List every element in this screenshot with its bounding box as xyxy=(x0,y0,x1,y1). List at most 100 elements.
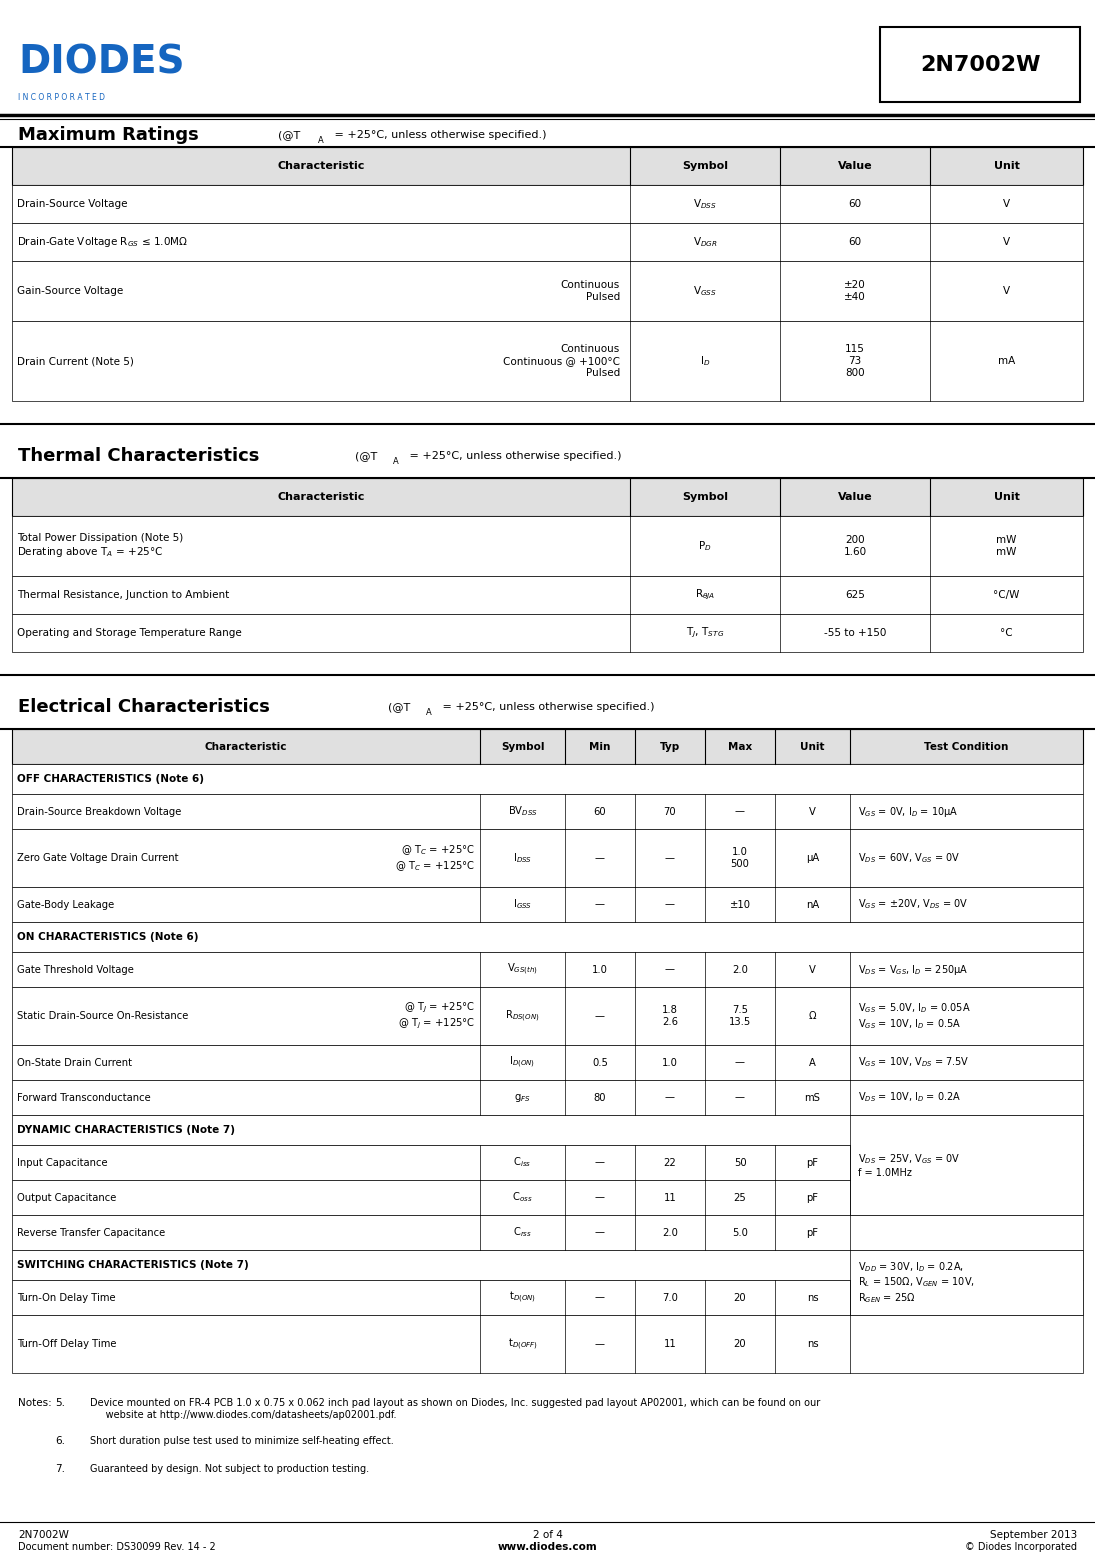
Bar xyxy=(12,478,1083,515)
Text: September 2013: September 2013 xyxy=(990,1531,1077,1540)
Text: = +25°C, unless otherwise specified.): = +25°C, unless otherwise specified.) xyxy=(406,452,622,461)
Text: V$_{GS}$ = 0V, I$_{D}$ = 10μA: V$_{GS}$ = 0V, I$_{D}$ = 10μA xyxy=(858,805,958,819)
Text: Maximum Ratings: Maximum Ratings xyxy=(18,126,199,143)
Text: —: — xyxy=(595,1339,606,1348)
Bar xyxy=(850,1115,1083,1214)
Text: 200
1.60: 200 1.60 xyxy=(843,536,866,557)
Text: Gate Threshold Voltage: Gate Threshold Voltage xyxy=(18,964,134,975)
Text: V: V xyxy=(809,964,816,975)
Text: nA: nA xyxy=(806,900,819,909)
Text: 60: 60 xyxy=(593,807,607,816)
Text: A: A xyxy=(809,1057,816,1068)
Text: 7.0: 7.0 xyxy=(662,1292,678,1303)
Text: C$_{oss}$: C$_{oss}$ xyxy=(512,1191,533,1205)
Text: Device mounted on FR-4 PCB 1.0 x 0.75 x 0.062 inch pad layout as shown on Diodes: Device mounted on FR-4 PCB 1.0 x 0.75 x … xyxy=(90,1398,820,1420)
Bar xyxy=(12,1250,1083,1280)
Text: Continuous
Continuous @ +100°C
Pulsed: Continuous Continuous @ +100°C Pulsed xyxy=(503,344,620,378)
Bar xyxy=(12,185,1083,223)
Text: 60: 60 xyxy=(849,199,862,209)
Text: OFF CHARACTERISTICS (Note 6): OFF CHARACTERISTICS (Note 6) xyxy=(18,774,204,785)
Text: Short duration pulse test used to minimize self-heating effect.: Short duration pulse test used to minimi… xyxy=(90,1436,394,1446)
Text: ON CHARACTERISTICS (Note 6): ON CHARACTERISTICS (Note 6) xyxy=(18,933,198,942)
Text: Drain-Source Breakdown Voltage: Drain-Source Breakdown Voltage xyxy=(18,807,182,816)
Text: —: — xyxy=(735,807,745,816)
Text: Electrical Characteristics: Electrical Characteristics xyxy=(18,698,269,716)
Text: 20: 20 xyxy=(734,1339,747,1348)
Text: V: V xyxy=(1003,199,1010,209)
Text: 1.0: 1.0 xyxy=(592,964,608,975)
Text: —: — xyxy=(595,1010,606,1021)
Text: 7.: 7. xyxy=(55,1464,65,1474)
Text: V: V xyxy=(1003,286,1010,296)
Text: pF: pF xyxy=(807,1157,818,1168)
Text: V$_{GS}$ = ±20V, V$_{DS}$ = 0V: V$_{GS}$ = ±20V, V$_{DS}$ = 0V xyxy=(858,897,968,911)
Text: C$_{rss}$: C$_{rss}$ xyxy=(512,1225,532,1239)
Text: A: A xyxy=(318,135,324,145)
Text: @ T$_{J}$ = +25°C
@ T$_{j}$ = +125°C: @ T$_{J}$ = +25°C @ T$_{j}$ = +125°C xyxy=(397,1001,475,1031)
Text: Drain-Source Voltage: Drain-Source Voltage xyxy=(18,199,127,209)
Bar xyxy=(12,951,1083,987)
Text: 0.5: 0.5 xyxy=(592,1057,608,1068)
Bar xyxy=(12,887,1083,922)
Bar xyxy=(12,262,1083,321)
Text: A: A xyxy=(393,456,399,466)
Bar xyxy=(12,764,1083,794)
Text: BV$_{DSS}$: BV$_{DSS}$ xyxy=(508,805,538,819)
Text: μA: μA xyxy=(806,853,819,863)
Text: V$_{DS}$ = 25V, V$_{GS}$ = 0V
f = 1.0MHz: V$_{DS}$ = 25V, V$_{GS}$ = 0V f = 1.0MHz xyxy=(858,1152,960,1177)
Text: Symbol: Symbol xyxy=(500,741,544,752)
Text: 2N7002W: 2N7002W xyxy=(18,1531,69,1540)
Text: A: A xyxy=(426,707,431,716)
Text: 2N7002W: 2N7002W xyxy=(920,54,1040,75)
Text: Drain Current (Note 5): Drain Current (Note 5) xyxy=(18,357,134,366)
Bar xyxy=(12,1280,1083,1316)
Text: —: — xyxy=(665,900,675,909)
Text: —: — xyxy=(595,900,606,909)
Text: I$_{D}$: I$_{D}$ xyxy=(700,353,711,367)
Text: —: — xyxy=(595,1227,606,1238)
Bar xyxy=(850,1250,1083,1316)
Bar xyxy=(12,576,1083,613)
Text: 2.0: 2.0 xyxy=(662,1227,678,1238)
Text: —: — xyxy=(595,853,606,863)
Text: mW
mW: mW mW xyxy=(996,536,1016,557)
Text: 625: 625 xyxy=(845,590,865,599)
Text: Characteristic: Characteristic xyxy=(277,160,365,171)
Text: °C: °C xyxy=(1000,627,1013,638)
Text: —: — xyxy=(595,1193,606,1202)
Bar xyxy=(12,794,1083,828)
Text: R$_{\theta JA}$: R$_{\theta JA}$ xyxy=(695,589,715,603)
Bar xyxy=(12,1115,1083,1144)
Text: 70: 70 xyxy=(664,807,677,816)
Text: —: — xyxy=(665,1093,675,1102)
Bar xyxy=(12,1144,1083,1180)
Text: V$_{GSS}$: V$_{GSS}$ xyxy=(693,283,717,297)
Text: 5.: 5. xyxy=(55,1398,65,1408)
Text: Turn-Off Delay Time: Turn-Off Delay Time xyxy=(18,1339,116,1348)
Text: Typ: Typ xyxy=(660,741,680,752)
Text: Unit: Unit xyxy=(993,492,1019,501)
Text: Characteristic: Characteristic xyxy=(205,741,287,752)
Text: Document number: DS30099 Rev. 14 - 2: Document number: DS30099 Rev. 14 - 2 xyxy=(18,1541,216,1552)
Text: V$_{DD}$ = 30V, I$_{D}$ = 0.2A,
R$_{L}$ = 150Ω, V$_{GEN}$ = 10V,
R$_{GEN}$ = 25Ω: V$_{DD}$ = 30V, I$_{D}$ = 0.2A, R$_{L}$ … xyxy=(858,1260,975,1305)
Text: Thermal Characteristics: Thermal Characteristics xyxy=(18,447,260,466)
Text: DYNAMIC CHARACTERISTICS (Note 7): DYNAMIC CHARACTERISTICS (Note 7) xyxy=(18,1126,235,1135)
Text: t$_{D(OFF)}$: t$_{D(OFF)}$ xyxy=(508,1336,538,1351)
Bar xyxy=(12,1214,1083,1250)
Text: Input Capacitance: Input Capacitance xyxy=(18,1157,107,1168)
Bar xyxy=(12,1180,1083,1214)
Text: V$_{GS}$ = 5.0V, I$_{D}$ = 0.05A
V$_{GS}$ = 10V, I$_{D}$ = 0.5A: V$_{GS}$ = 5.0V, I$_{D}$ = 0.05A V$_{GS}… xyxy=(858,1001,970,1031)
Bar xyxy=(880,26,1080,103)
Bar xyxy=(12,729,1083,764)
Text: V$_{GS}$ = 10V, V$_{DS}$ = 7.5V: V$_{GS}$ = 10V, V$_{DS}$ = 7.5V xyxy=(858,1056,969,1070)
Text: 11: 11 xyxy=(664,1339,677,1348)
Bar xyxy=(12,1045,1083,1081)
Text: (@T: (@T xyxy=(355,452,378,461)
Text: Reverse Transfer Capacitance: Reverse Transfer Capacitance xyxy=(18,1227,165,1238)
Bar xyxy=(12,146,1083,185)
Text: V$_{DS}$ = 60V, V$_{GS}$ = 0V: V$_{DS}$ = 60V, V$_{GS}$ = 0V xyxy=(858,852,960,864)
Text: —: — xyxy=(595,1157,606,1168)
Text: —: — xyxy=(735,1057,745,1068)
Text: (@T: (@T xyxy=(278,129,300,140)
Text: 1.0: 1.0 xyxy=(662,1057,678,1068)
